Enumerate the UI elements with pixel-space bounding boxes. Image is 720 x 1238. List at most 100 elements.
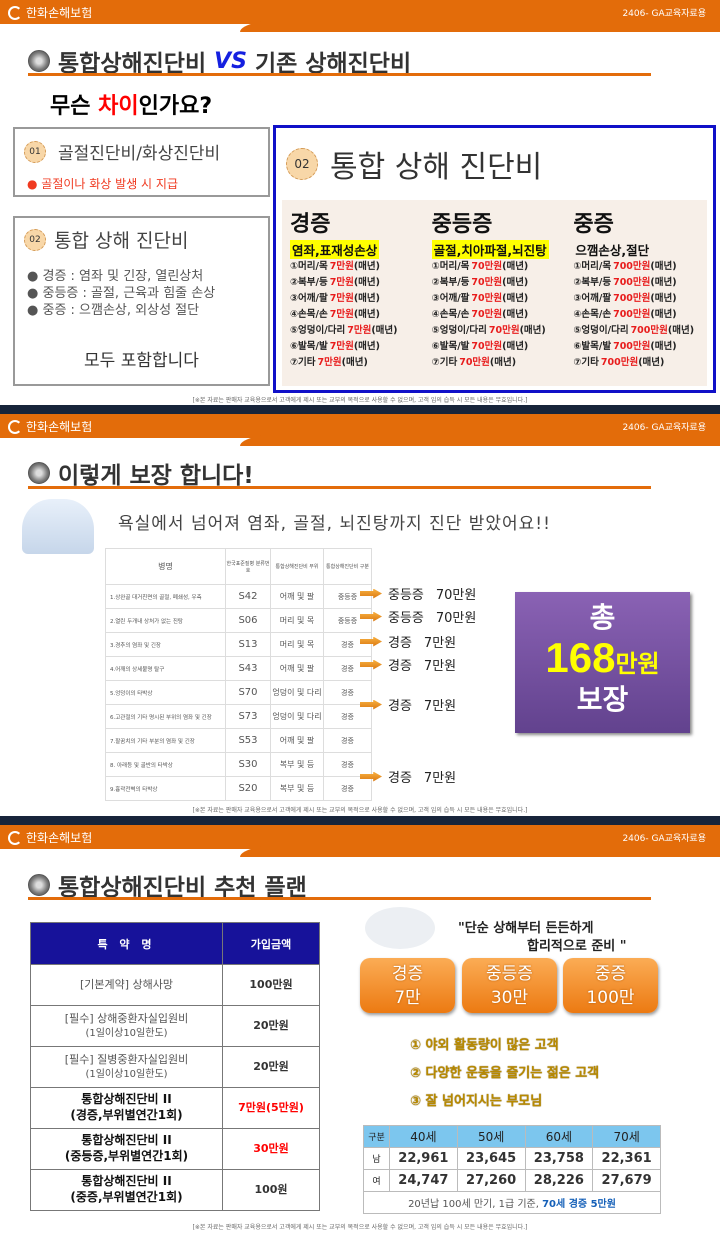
compass-icon (28, 874, 50, 896)
list-item: ② 다양한 운동을 즐기는 젊은 고객 (410, 1066, 600, 1081)
title-underline (28, 73, 651, 76)
payout-grade: 중등증 (388, 611, 424, 626)
part-amount-row: ①머리/목 7만원(매년) (290, 259, 424, 275)
frequency: (매년) (638, 357, 665, 368)
payout-grade: 경증 (388, 699, 412, 714)
brand-logo: 한화손해보험 (8, 829, 92, 846)
table-cell: S53 (225, 728, 271, 753)
col-header: 가입금액 (222, 922, 320, 965)
table-cell: 경증 (323, 680, 372, 705)
col-header: 통합상해진단비 부위 (270, 548, 324, 585)
rider-name: [필수] 상해중환자실입원비 (1일이상10일한도) (30, 1005, 223, 1047)
part-amount-row: ⑦기타 700만원(매년) (573, 355, 707, 371)
body-part: ②복부/등 (431, 277, 470, 288)
frequency: (매년) (353, 261, 380, 272)
col-header: 50세 (456, 1125, 526, 1148)
grade-button-mild[interactable]: 경증 7만 (360, 958, 455, 1013)
body-part: ①머리/목 (290, 261, 328, 272)
payout-label: 중등증 70만원 (360, 607, 476, 626)
col-header: 구분 (363, 1125, 390, 1148)
total-label: 총 (589, 601, 616, 634)
table-cell: 23,645 (456, 1147, 526, 1170)
grade-button-severe[interactable]: 중증 100만 (563, 958, 658, 1013)
part-amount-row: ⑥발목/발 700만원(매년) (573, 339, 707, 355)
table-cell: S13 (225, 632, 271, 657)
table-cell: 엉덩이 및 다리 (270, 680, 324, 705)
body-part: ①머리/목 (573, 261, 612, 272)
list-item: ● 중등증 : 골절, 근육과 힘줄 손상 (27, 286, 216, 301)
plan-table: 특 약 명 가입금액 [기본계약] 상해사망 100만원 [필수] 상해중환자실입원비… (30, 922, 320, 1211)
amount: 70만원 (471, 277, 503, 288)
payout-amount: 70만원 (435, 588, 477, 603)
frequency: (매년) (650, 261, 677, 272)
rider-title: [필수] 상해중환자실입원비 (64, 1012, 189, 1026)
arrow-right-icon (360, 659, 382, 670)
brand-name: 한화손해보험 (26, 420, 93, 434)
frequency: (매년) (519, 325, 546, 336)
table-cell: 6.고관절의 기타 명시된 부위의 염좌 및 긴장 (105, 704, 226, 729)
payout-amount: 7만원 (423, 659, 457, 674)
table-row: 통합상해진단비 II (경증,부위별연간1회) 7만원(5만원) (30, 1087, 320, 1129)
rider-amount: 100원 (222, 1169, 320, 1211)
falling-person-illustration (365, 907, 435, 949)
part-amount-row: ②복부/등 70만원(매년) (432, 275, 566, 291)
body-part: ⑥발목/발 (290, 341, 328, 352)
part-amount-row: ⑦기타 7만원(매년) (290, 355, 424, 371)
amount: 70만원 (471, 261, 503, 272)
box-fracture-burn: 01 골절진단비/화상진단비 ● 골절이나 화상 발생 시 지급 (13, 127, 270, 197)
payout-label: 경증 7만원 (360, 767, 456, 786)
frequency: (매년) (353, 293, 380, 304)
page-title: 통합상해진단비 추천 플랜 (28, 868, 307, 902)
part-amount-row: ④손목/손 7만원(매년) (290, 307, 424, 323)
title-text: 통합상해진단비 추천 플랜 (58, 875, 307, 901)
button-grade: 경증 (391, 964, 424, 984)
body-part: ⑤엉덩이/다리 (290, 325, 346, 336)
amount: 700만원 (613, 341, 651, 352)
slide-3: 한화손해보험 2406- GA교육자료용 통합상해진단비 추천 플랜 특 약 명… (0, 825, 720, 1238)
grade-button-moderate[interactable]: 중등증 30만 (462, 958, 557, 1013)
arrow-right-icon (360, 771, 382, 782)
rider-name: [기본계약] 상해사망 (30, 964, 223, 1006)
page-title: 통합상해진단비 VS 기존 상해진단비 (28, 44, 411, 78)
grade-column: 경증 염좌,표재성손상 ①머리/목 7만원(매년) ②복부/등 7만원(매년) ③어깨/팔 7… (282, 200, 424, 386)
rider-amount: 7만원(5만원) (222, 1087, 320, 1129)
table-row: 1.상완골 대거친면의 골절, 폐쇄성, 우측 S42 어깨 및 팔 중등증 (105, 584, 372, 609)
table-cell: 경증 (323, 728, 372, 753)
slide-separator (0, 405, 720, 414)
rider-sub: (1일이상10일한도) (85, 1068, 168, 1080)
table-row: 7.팔꿈치의 기타 부분의 염좌 및 긴장 S53 어깨 및 팔 경증 (105, 728, 372, 753)
compass-icon (28, 50, 50, 72)
part-amount-row: ③어깨/팔 700만원(매년) (573, 291, 707, 307)
col-header: 통합상해진단비 구분 (323, 548, 372, 585)
scenario-text: 욕실에서 넘어져 염좌, 골절, 뇌진탕까지 진단 받았어요!! (118, 514, 551, 534)
table-cell: 경증 (323, 704, 372, 729)
frequency: (매년) (341, 357, 368, 368)
part-amount-row: ③어깨/팔 70만원(매년) (432, 291, 566, 307)
brand-logo: 한화손해보험 (8, 418, 92, 435)
frequency: (매년) (650, 341, 677, 352)
list-item: ① 야외 활동량이 많은 고객 (410, 1038, 559, 1053)
grade-list: ● 경증 : 염좌 및 긴장, 열린상처 ● 중등증 : 골절, 근육과 힘줄 … (27, 268, 215, 319)
amount: 700만원 (613, 261, 651, 272)
amount: 7만원 (317, 357, 342, 368)
amount: 700만원 (613, 293, 651, 304)
part-amount-row: ⑤엉덩이/다리 70만원(매년) (432, 323, 566, 339)
disclaimer: [※본 자료는 판매자 교육용으로서 고객에게 제시 또는 교부의 목적으로 사… (192, 807, 528, 814)
grade-desc: 으깸손상,절단 (575, 243, 650, 258)
box-footer: 모두 포함합니다 (84, 351, 199, 371)
payout-label: 경증 7만원 (360, 655, 456, 674)
table-cell: 어깨 및 팔 (270, 584, 324, 609)
grade-desc: 염좌,표재성손상 (290, 240, 380, 259)
body-part: ⑦기타 (290, 357, 316, 368)
arrow-right-icon (360, 611, 382, 622)
part-amount-row: ③어깨/팔 7만원(매년) (290, 291, 424, 307)
box-bullet: ● 골절이나 화상 발생 시 지급 (27, 177, 178, 191)
total-suffix: 보장 (576, 683, 629, 716)
bullet-text: 경증 : 염좌 및 긴장, 열린상처 (42, 269, 204, 284)
table-cell: S70 (225, 680, 271, 705)
target-list: ① 야외 활동량이 많은 고객 ② 다양한 운동을 즐기는 젊은 고객 ③ 잘 … (410, 1032, 599, 1116)
table-cell: 여 (363, 1169, 390, 1192)
button-amount: 100만 (586, 988, 635, 1008)
amount: 70만원 (471, 309, 503, 320)
rider-title: 통합상해진단비 II (81, 1092, 172, 1107)
